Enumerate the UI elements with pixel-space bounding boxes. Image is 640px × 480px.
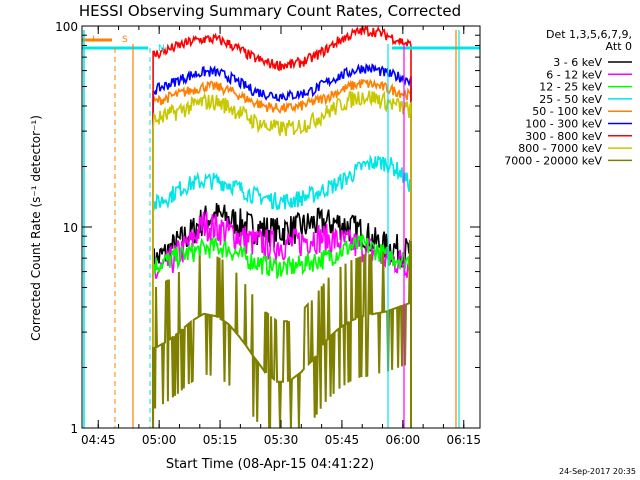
series-line-2 <box>152 211 412 428</box>
y-axis-label: Corrected Count Rate (s⁻¹ detector⁻¹) <box>29 115 43 341</box>
y-tick-label: 1 <box>70 422 78 436</box>
series-line-6 <box>152 63 412 428</box>
series-line-9 <box>152 240 412 428</box>
x-tick-label: 04:45 <box>81 433 116 447</box>
legend-label-9: 7000 - 20000 keV <box>504 154 602 167</box>
legend-title: Det 1,3,5,6,7,9, <box>546 28 632 41</box>
footer-date: 24-Sep-2017 20:35 <box>559 467 636 476</box>
x-tick-label: 05:30 <box>264 433 299 447</box>
legend-label-3: 12 - 25 keV <box>539 81 602 94</box>
legend-label-2: 6 - 12 keV <box>546 68 602 81</box>
flag-letter-s: S <box>122 35 128 45</box>
legend-subtitle: Att 0 <box>606 40 632 53</box>
series-line-4 <box>152 154 412 428</box>
legend-label-7: 300 - 800 keV <box>525 130 602 143</box>
legend-label-4: 25 - 50 keV <box>539 93 602 106</box>
legend-label-5: 50 - 100 keV <box>532 105 602 118</box>
legend-label-1: 3 - 6 keV <box>553 56 602 69</box>
y-tick-label: 10 <box>63 221 78 235</box>
flag-letter-i: I <box>92 35 95 45</box>
x-tick-label: 05:45 <box>325 433 360 447</box>
series-line-8 <box>152 90 412 428</box>
legend-label-8: 800 - 7000 keV <box>518 142 602 155</box>
x-axis-label: Start Time (08-Apr-15 04:41:22) <box>166 457 374 472</box>
x-tick-label: 05:00 <box>142 433 177 447</box>
x-tick-label: 06:15 <box>446 433 481 447</box>
series-line-7 <box>152 26 412 428</box>
x-tick-label: 05:15 <box>203 433 238 447</box>
axes: 04:45 05:00 05:15 05:30 05:45 06:00 06:15 1 10 10… <box>55 20 481 447</box>
legend-label-6: 100 - 300 keV <box>525 118 602 131</box>
plot-frame <box>81 25 481 429</box>
flag-letter-n: N <box>158 44 165 54</box>
series-group: I SN <box>82 26 480 428</box>
y-tick-label: 100 <box>55 20 78 34</box>
series-line-5 <box>152 78 412 428</box>
series-line-3 <box>152 233 412 428</box>
x-tick-label: 06:00 <box>386 433 421 447</box>
chart-title: HESSI Observing Summary Count Rates, Cor… <box>79 2 461 20</box>
plot-area: I SN <box>82 26 480 428</box>
